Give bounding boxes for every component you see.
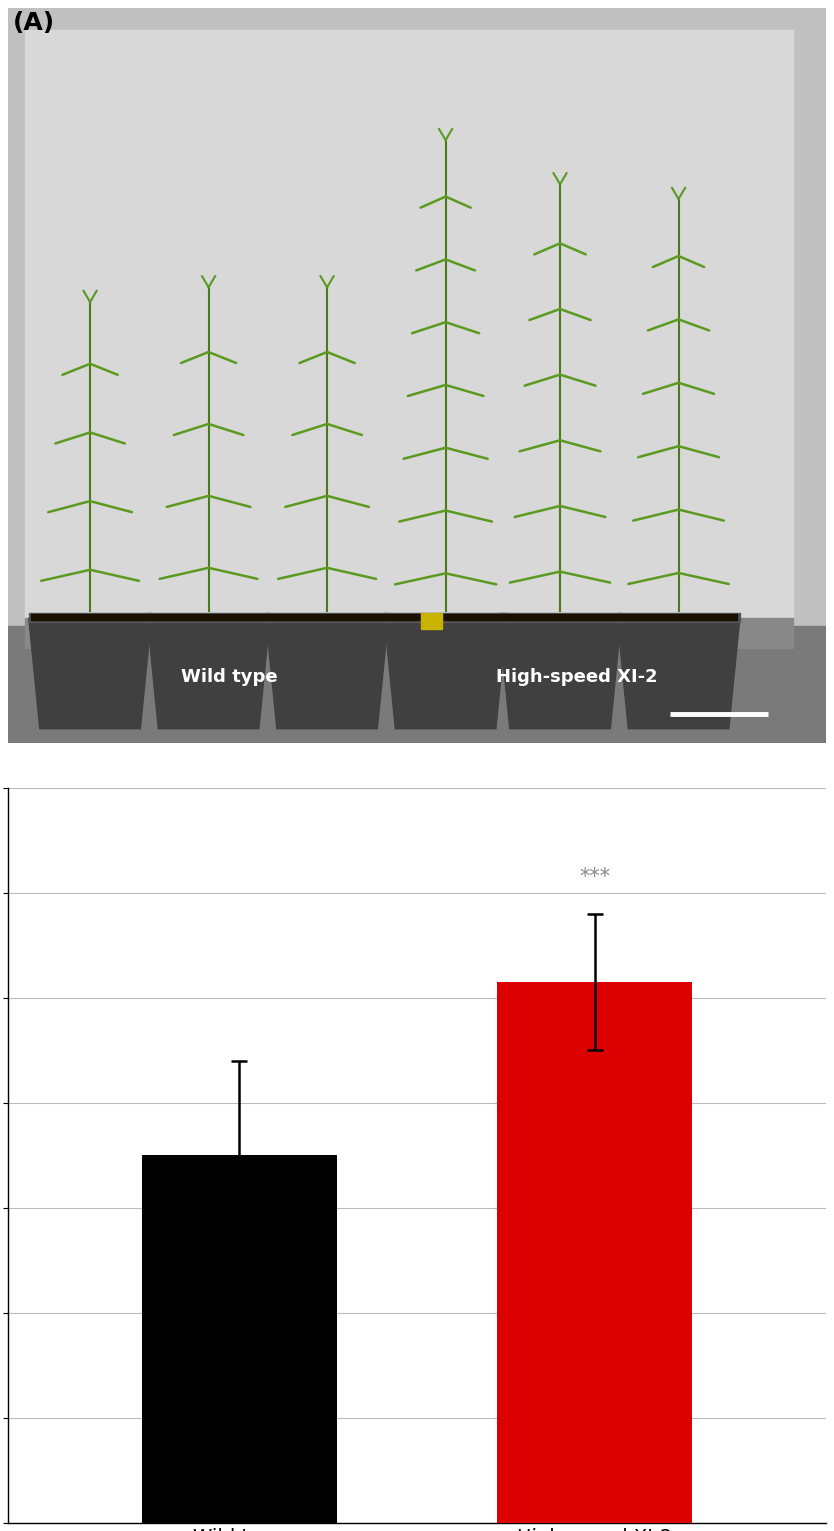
Bar [497, 981, 692, 1523]
Bar [148, 614, 270, 622]
Text: High-speed XI-2: High-speed XI-2 [495, 668, 657, 686]
Polygon shape [384, 619, 507, 729]
Bar [142, 1156, 337, 1523]
Bar [150, 614, 268, 620]
Bar [421, 614, 441, 629]
Polygon shape [499, 619, 621, 729]
Bar [25, 619, 793, 648]
Bar [266, 614, 389, 622]
Bar [28, 614, 151, 622]
Text: (A): (A) [13, 11, 54, 35]
Polygon shape [148, 619, 270, 729]
Bar [31, 614, 149, 620]
Bar [501, 614, 619, 620]
Polygon shape [28, 619, 151, 729]
Bar [269, 614, 386, 620]
Bar [499, 614, 621, 622]
Text: ***: *** [579, 868, 610, 888]
Bar [387, 614, 505, 620]
Text: Wild type: Wild type [181, 668, 278, 686]
Bar [620, 614, 737, 620]
Bar [25, 29, 793, 648]
Bar [617, 614, 740, 622]
Bar [8, 626, 826, 744]
Polygon shape [617, 619, 740, 729]
Bar [384, 614, 507, 622]
Polygon shape [266, 619, 389, 729]
